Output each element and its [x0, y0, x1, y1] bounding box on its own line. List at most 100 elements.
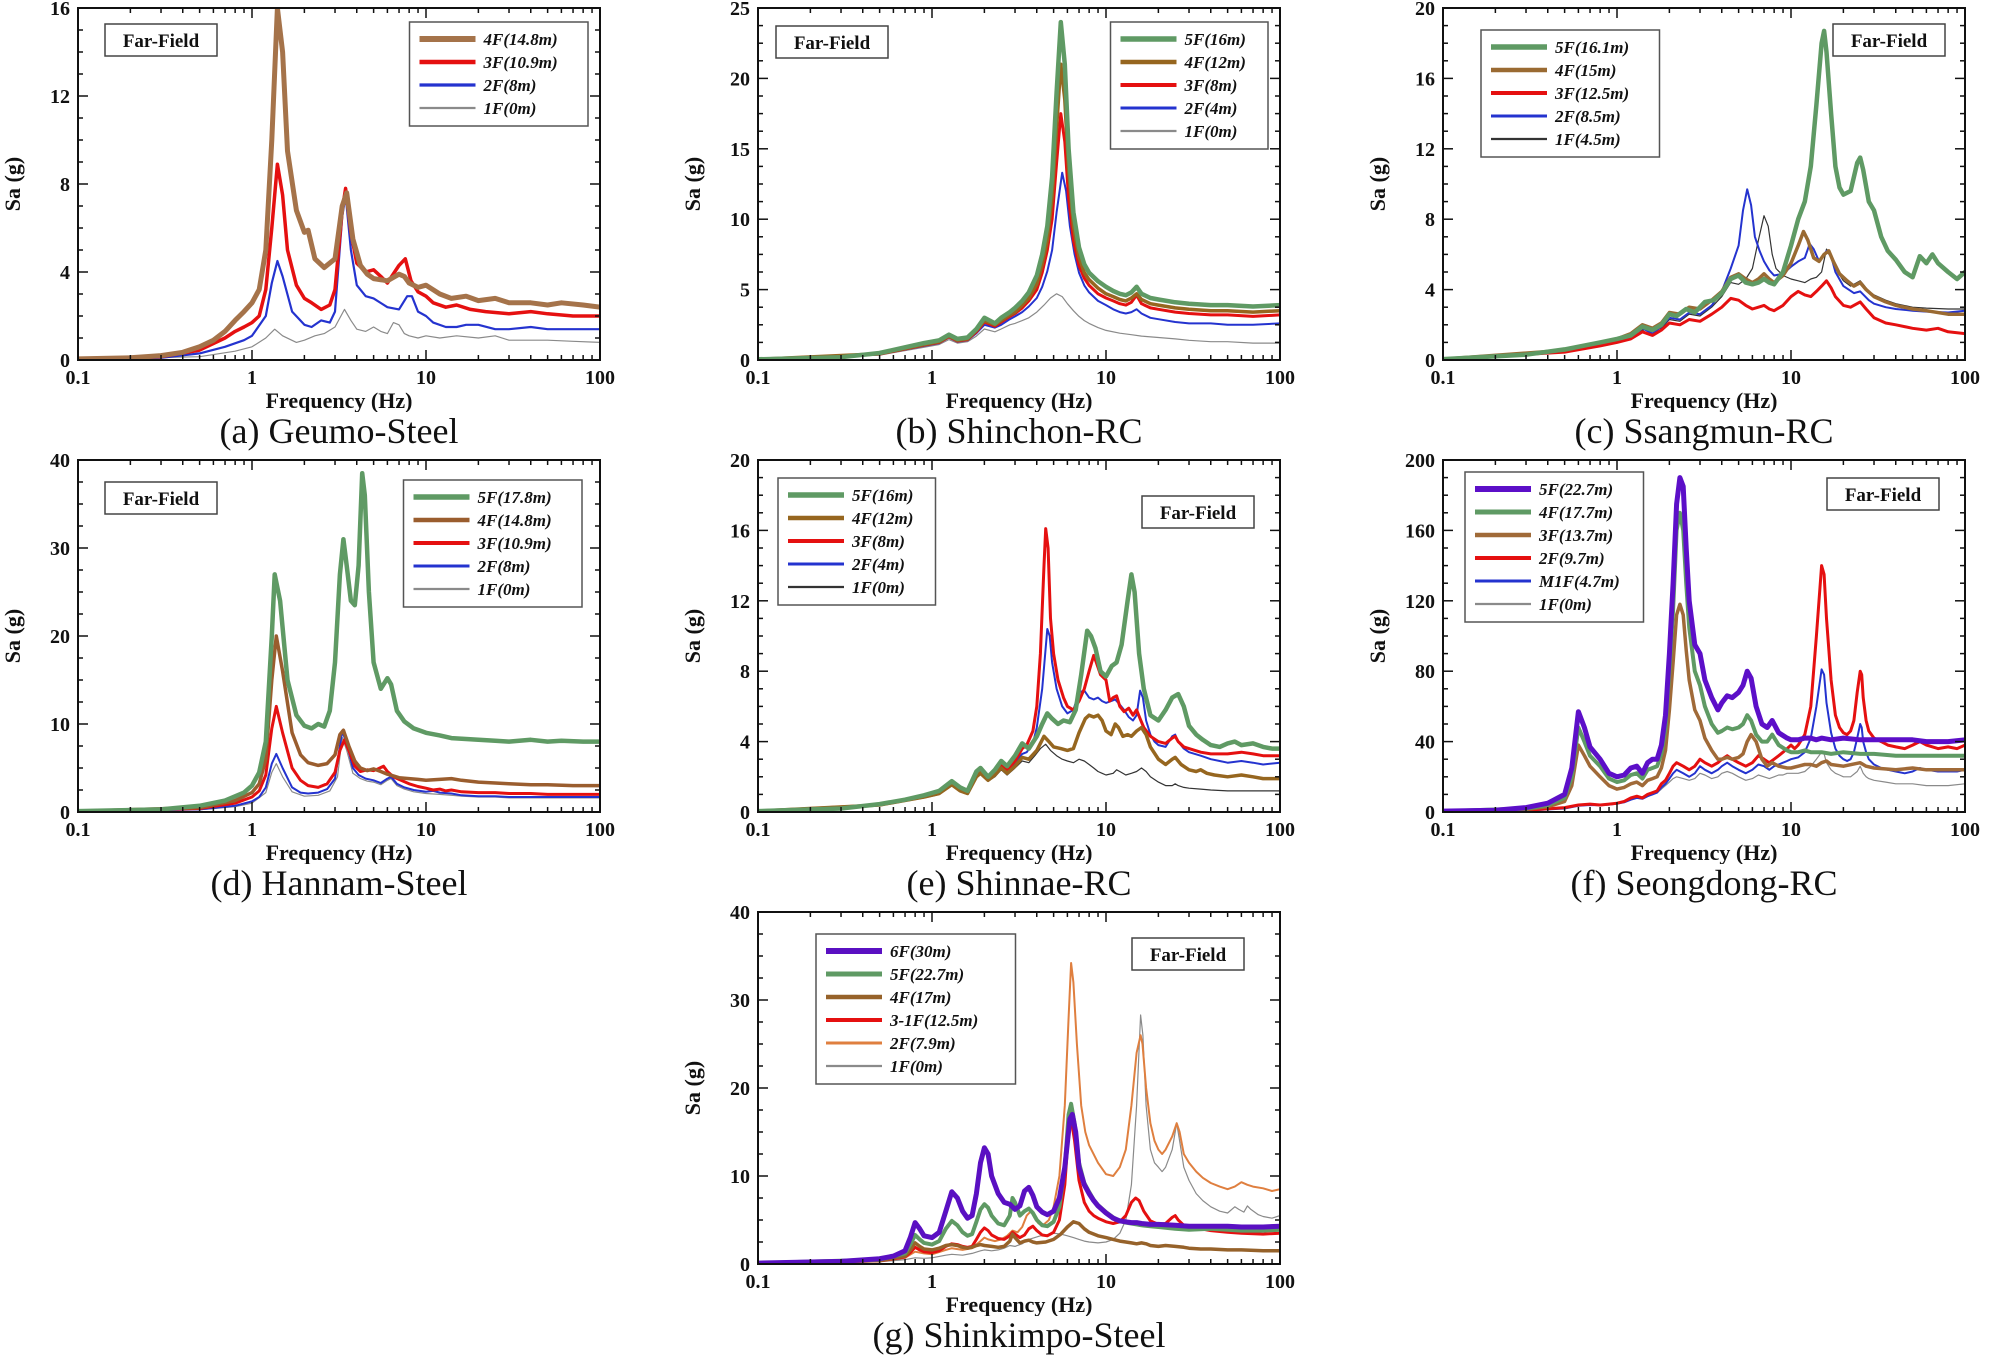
axis-ticks: [757, 911, 1281, 1265]
x-tick-label: 0.1: [1431, 367, 1456, 389]
x-tick-label: 0.1: [746, 1271, 771, 1293]
legend-entry-label: 3F(13.7m): [1538, 526, 1613, 545]
x-axis-label: Frequency (Hz): [946, 1292, 1093, 1316]
x-tick-label: 10: [416, 819, 436, 841]
y-tick-label: 0: [1425, 350, 1435, 372]
series-line-3f-10-9m-: [78, 704, 600, 812]
legend-entry-label: 4F(14.8m): [483, 30, 558, 49]
series-line-5f-16m-: [758, 19, 1280, 360]
x-tick-label: 0.1: [1431, 819, 1456, 841]
series-line-3f-12-5m-: [1443, 279, 1965, 360]
series-line-1f-0m-: [78, 308, 600, 360]
svg-text:Far-Field: Far-Field: [794, 33, 871, 54]
legend: 6F(30m) 5F(22.7m) 4F(17m) 3-1F(12.5m) 2F(7.9…: [815, 933, 1017, 1085]
legend-entry-label: 5F(22.7m): [890, 965, 964, 984]
y-tick-label: 10: [730, 209, 750, 231]
chart-g-canvas: 0.1 1 10 100 0 10 20 30 40 Frequency (Hz) Sa (g) Fa…: [680, 902, 1320, 1317]
svg-text:Far-Field: Far-Field: [1851, 31, 1928, 52]
chart-b-caption: (b) Shinchon-RC: [895, 411, 1143, 451]
axis-ticks: [77, 7, 601, 361]
x-tick-label: 1: [927, 1271, 937, 1293]
y-tick-label: 40: [50, 452, 70, 472]
chart-d-plot: 0.1 1 10 100 0 10 20 30 40 Frequency (Hz) Sa (g) Fa…: [0, 450, 615, 865]
legend-entry-label: 5F(16m): [1185, 30, 1246, 49]
x-axis-label: Frequency (Hz): [946, 840, 1093, 864]
series-line-4f-12m-: [758, 713, 1280, 812]
y-tick-label: 4: [1425, 280, 1435, 302]
y-axis-label: Sa (g): [0, 157, 25, 211]
y-tick-label: 15: [730, 139, 750, 161]
x-tick-label: 100: [1265, 1271, 1295, 1293]
y-tick-label: 10: [50, 714, 70, 736]
legend: 4F(14.8m) 3F(10.9m) 2F(8m) 1F(0m): [408, 21, 589, 127]
chart-c-block: 0.1 1 10 100 0 4 8 12 16 20 Frequency (Hz) Sa (g) Fa…: [1365, 0, 2005, 452]
series-group: [758, 19, 1280, 360]
y-axis-label: Sa (g): [680, 1061, 705, 1115]
y-tick-label: 30: [50, 538, 70, 560]
x-tick-label: 1: [1612, 367, 1622, 389]
y-tick-label: 12: [50, 86, 70, 108]
y-tick-label: 20: [730, 1078, 750, 1100]
x-tick-label: 1: [247, 367, 257, 389]
legend-entry-label: 4F(15m): [1554, 61, 1616, 80]
y-tick-label: 5: [740, 280, 750, 302]
x-tick-label: 100: [585, 819, 615, 841]
chart-e-plot: 0.1 1 10 100 0 4 8 12 16 20 Frequency (Hz) Sa (g) Fa…: [680, 450, 1295, 865]
x-tick-label: 100: [1950, 819, 1980, 841]
y-tick-label: 8: [60, 174, 70, 196]
far-field-label: Far-Field: [1832, 23, 1946, 57]
legend-entry-label: 5F(16.1m): [1555, 38, 1629, 57]
far-field-label: Far-Field: [104, 23, 218, 57]
y-tick-label: 20: [50, 626, 70, 648]
y-tick-label: 30: [730, 990, 750, 1012]
legend-entry-label: 6F(30m): [890, 942, 951, 961]
legend-entry-label: 2F(8m): [477, 557, 531, 576]
y-tick-label: 20: [730, 68, 750, 90]
legend-entry-label: 3F(12.5m): [1554, 84, 1629, 103]
y-tick-label: 0: [740, 802, 750, 824]
legend-entry-label: 2F(4m): [851, 555, 905, 574]
legend-entry-label: 3-1F(12.5m): [889, 1011, 978, 1030]
series-line-3f-13-7m-: [1443, 602, 1965, 812]
y-axis-label: Sa (g): [0, 609, 25, 663]
axis-ticks: [757, 459, 1281, 813]
svg-text:Far-Field: Far-Field: [123, 489, 200, 510]
chart-c-canvas: 0.1 1 10 100 0 4 8 12 16 20 Frequency (Hz) Sa (g) Fa…: [1365, 0, 2005, 413]
series-line-2f-4m-: [758, 628, 1280, 812]
x-axis-label: Frequency (Hz): [1631, 840, 1778, 864]
series-line-4f-17m-: [758, 1220, 1280, 1264]
legend-entry-label: 1F(0m): [1185, 122, 1238, 141]
chart-c-caption: (c) Ssangmun-RC: [1574, 411, 1834, 451]
x-tick-label: 0.1: [746, 367, 771, 389]
legend-entry-label: 2F(9.7m): [1538, 549, 1605, 568]
y-tick-label: 20: [1415, 0, 1435, 20]
legend-entry-label: 1F(0m): [890, 1057, 943, 1076]
legend-entry-label: 5F(16m): [852, 486, 913, 505]
series-line-5f-22-7m-: [758, 1101, 1280, 1264]
y-tick-label: 0: [60, 802, 70, 824]
series-line-4f-14-8m-: [78, 634, 600, 812]
x-axis-label: Frequency (Hz): [266, 388, 413, 412]
series-line-2f-8m-: [78, 193, 600, 360]
svg-text:Far-Field: Far-Field: [123, 31, 200, 52]
far-field-label: Far-Field: [1826, 477, 1940, 511]
legend: 5F(22.7m) 4F(17.7m) 3F(13.7m) 2F(9.7m) M1F(4…: [1464, 471, 1645, 623]
legend-entry-label: M1F(4.7m): [1538, 572, 1620, 591]
chart-g-caption: (g) Shinkimpo-Steel: [872, 1315, 1166, 1355]
chart-a-block: 0.1 1 10 100 0 4 8 12 16 Frequency (Hz) Sa (g) Far-…: [0, 0, 640, 452]
series-group: [1443, 28, 1965, 360]
legend-entry-label: 4F(12m): [1184, 53, 1246, 72]
y-tick-label: 40: [1415, 732, 1435, 754]
y-tick-label: 16: [1415, 68, 1435, 90]
x-axis-label: Frequency (Hz): [1631, 388, 1778, 412]
x-tick-label: 0.1: [66, 367, 91, 389]
chart-a-caption: (a) Geumo-Steel: [219, 411, 459, 451]
series-line-4f-14-8m-: [78, 8, 600, 360]
chart-g-block: 0.1 1 10 100 0 10 20 30 40 Frequency (Hz) Sa (g) Fa…: [680, 902, 1320, 1356]
svg-text:Far-Field: Far-Field: [1160, 503, 1237, 524]
series-line-2f-9-7m-: [1443, 564, 1965, 812]
legend: 5F(16m) 4F(12m) 3F(8m) 2F(4m) 1F(0m): [1109, 21, 1269, 150]
legend-entry-label: 2F(4m): [1184, 99, 1238, 118]
y-tick-label: 12: [730, 591, 750, 613]
